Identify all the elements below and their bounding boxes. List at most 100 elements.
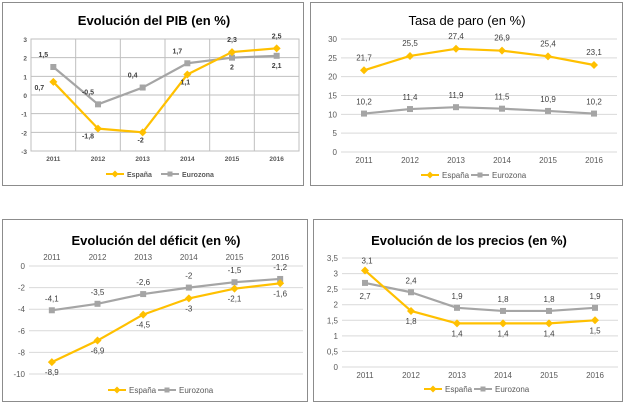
data-point [184, 294, 193, 303]
data-label: 25,5 [402, 39, 418, 48]
x-tick-label: 2014 [180, 156, 195, 163]
data-label: 1,9 [451, 292, 463, 301]
y-tick-label: 30 [328, 35, 337, 44]
legend-label: Eurozona [182, 172, 214, 179]
x-tick-label: 2012 [402, 371, 420, 380]
y-tick-label: -4 [18, 305, 26, 314]
data-label: -2 [138, 137, 144, 144]
series-line-eurozona [363, 106, 595, 115]
legend-label: Eurozona [495, 385, 530, 394]
series-line-eurozona [364, 281, 596, 313]
data-point [185, 284, 192, 291]
data-label: -1,5 [228, 266, 242, 275]
legend-label: Eurozona [492, 171, 527, 180]
data-label: 2 [230, 65, 234, 72]
chart-title: Tasa de paro (en %) [408, 13, 525, 28]
data-label: 26,9 [494, 34, 510, 43]
chart-title: Evolución del PIB (en %) [78, 13, 230, 28]
legend-label: España [442, 171, 470, 180]
x-tick-label: 2013 [134, 253, 152, 262]
x-tick-label: 2016 [586, 371, 604, 380]
data-point [361, 110, 367, 117]
chart-deficit: Evolución del déficit (en %) -10 -8 -6 -4 -2… [13, 233, 303, 395]
chart-panel-deficit: Evolución del déficit (en %) -10 -8 -6 -4 -2… [2, 219, 308, 402]
data-label: 1,5 [589, 326, 601, 335]
data-label: -6,9 [91, 347, 105, 356]
data-label: 1,4 [451, 329, 463, 338]
series-line-espana [52, 47, 277, 134]
x-tick-label: 2014 [494, 371, 512, 380]
data-point [277, 275, 284, 282]
chart-title: Evolución del déficit (en %) [71, 233, 240, 248]
x-tick-label: 2013 [448, 371, 466, 380]
data-point [273, 52, 280, 59]
data-point [406, 51, 414, 60]
data-point [94, 124, 102, 133]
data-point [500, 307, 506, 314]
series-line-eurozona [52, 54, 277, 106]
y-tick-label: 3 [334, 270, 339, 279]
data-label: 2,4 [405, 276, 417, 285]
data-point [498, 46, 506, 55]
data-label: 10,2 [356, 98, 372, 107]
chart-panel-pib: Evolución del PIB (en %) -3 -2 -1 0 1 2 3 2011 2… [2, 2, 304, 186]
data-point [95, 101, 101, 108]
data-point [228, 48, 236, 57]
y-tick-label: -8 [18, 348, 26, 357]
y-tick-label: -6 [18, 327, 26, 336]
data-point [230, 284, 239, 293]
x-tick-label: 2016 [585, 156, 603, 165]
data-label: 11,5 [495, 93, 511, 102]
data-label: 1,8 [497, 295, 509, 304]
data-point [591, 110, 597, 117]
y-tick-label: 0 [21, 262, 26, 271]
series-line-espana [364, 269, 596, 325]
y-tick-label: 1,5 [327, 316, 339, 325]
y-tick-label: 0 [23, 93, 27, 100]
data-label: 2,7 [359, 292, 371, 301]
chart-panel-paro: Tasa de paro (en %) 0 5 10 15 20 25 30 2011 2012… [310, 2, 623, 186]
data-label: 0,7 [34, 85, 44, 92]
data-label: -4,5 [136, 321, 150, 330]
data-point [453, 104, 459, 111]
data-point [139, 310, 148, 319]
x-tick-label: 2014 [180, 253, 198, 262]
y-tick-label: -3 [21, 149, 27, 156]
data-point [499, 319, 507, 328]
series-line-espana [51, 282, 281, 364]
data-point [545, 319, 553, 328]
data-point [362, 279, 368, 286]
legend-marker [426, 171, 434, 179]
x-tick-label: 2016 [269, 156, 284, 163]
x-tick-label: 2012 [91, 156, 106, 163]
y-tick-label: -2 [18, 284, 26, 293]
data-label: -1,6 [273, 289, 287, 298]
data-label: 23,1 [586, 48, 602, 57]
x-tick-label: 2013 [135, 156, 150, 163]
legend-label: España [445, 385, 473, 394]
data-label: 11,9 [449, 91, 465, 100]
data-label: -2,1 [228, 295, 242, 304]
legend-marker [167, 171, 173, 177]
y-tick-label: 0,5 [327, 347, 339, 356]
data-point [276, 279, 285, 288]
x-tick-label: 2012 [89, 253, 107, 262]
data-label: -3,5 [91, 288, 105, 297]
data-label: 1,9 [589, 292, 601, 301]
legend-marker [480, 386, 486, 392]
y-tick-label: -10 [13, 370, 25, 379]
x-tick-label: 2016 [271, 253, 289, 262]
data-point [139, 84, 146, 91]
data-label: 1,5 [38, 52, 48, 59]
y-tick-label: 25 [328, 54, 337, 63]
x-tick-label: 2011 [356, 371, 374, 380]
y-tick-label: 2 [334, 301, 339, 310]
data-point [454, 304, 460, 311]
data-point [545, 107, 551, 114]
data-point [184, 60, 191, 67]
data-point [49, 77, 58, 86]
data-point [591, 316, 599, 325]
legend-marker [111, 170, 119, 178]
data-label: -2 [185, 272, 193, 281]
x-tick-label: 2015 [540, 371, 558, 380]
